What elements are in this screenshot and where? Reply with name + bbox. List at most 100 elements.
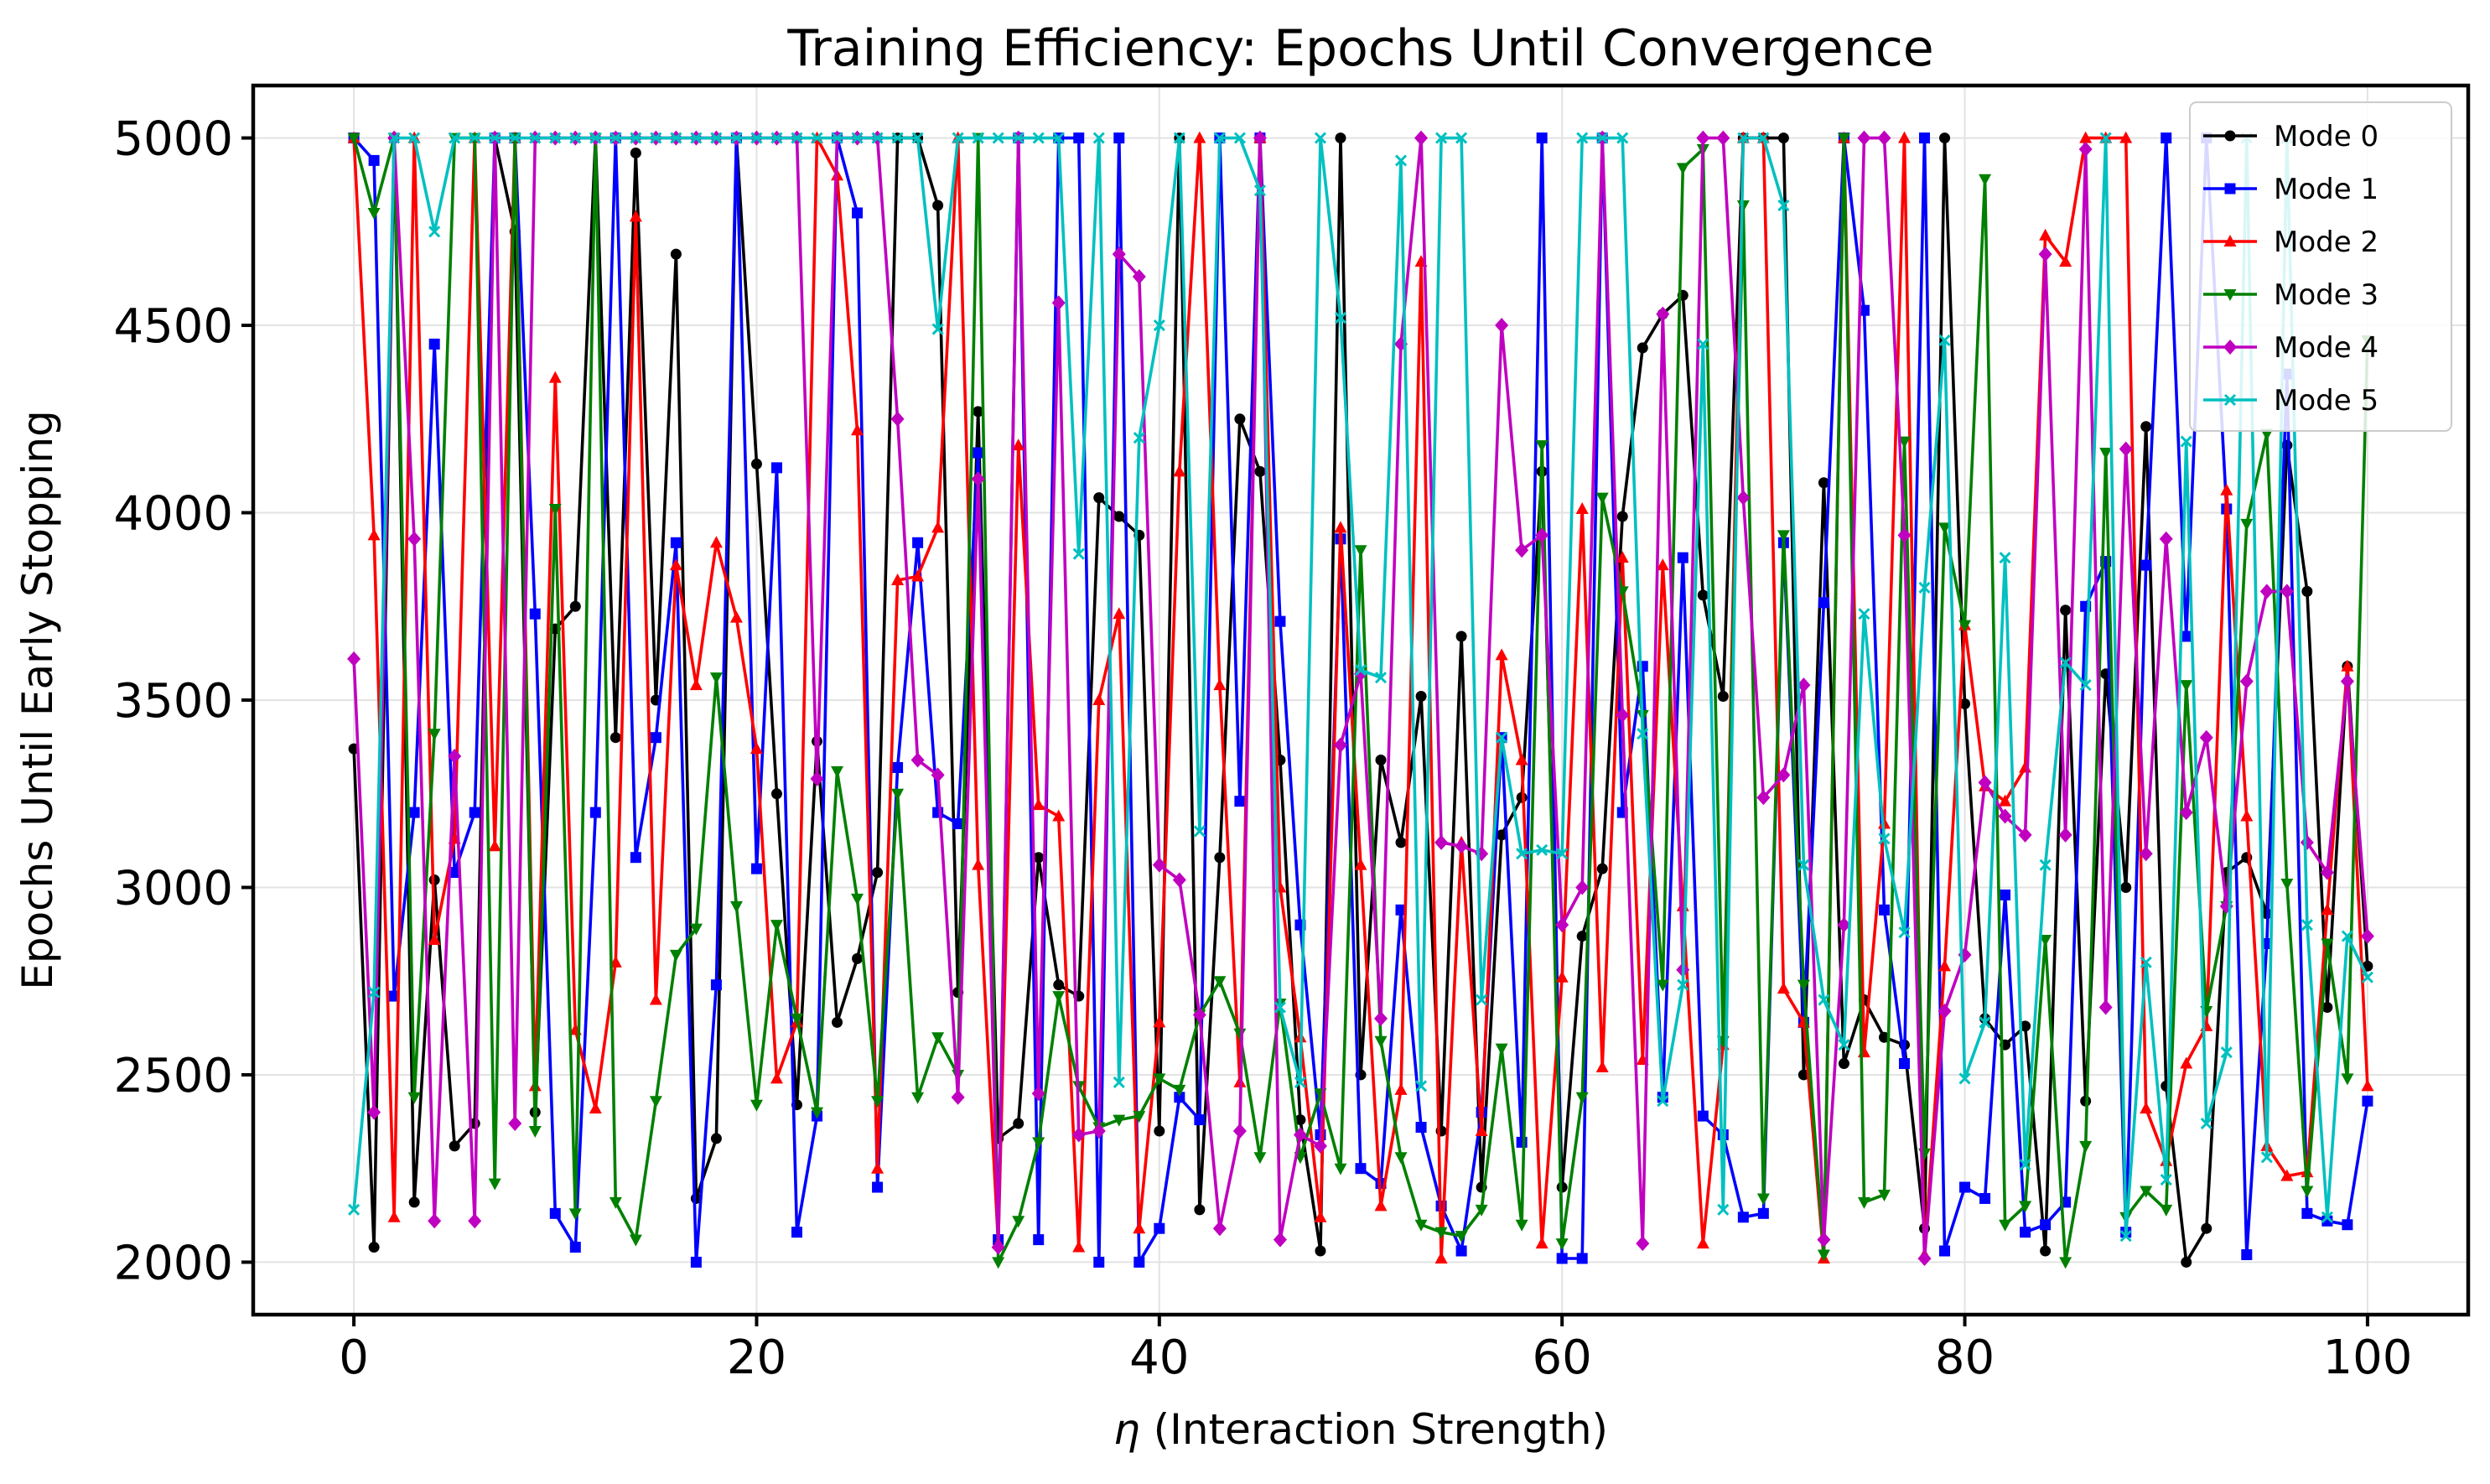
data-point bbox=[2301, 1186, 2314, 1198]
data-point bbox=[2301, 1207, 2313, 1219]
data-point bbox=[1595, 1061, 1609, 1073]
data-point bbox=[1677, 552, 1689, 563]
x-axis-label: η (Interaction Strength) bbox=[1113, 1405, 1608, 1454]
data-point bbox=[2360, 928, 2374, 944]
data-point bbox=[2241, 1248, 2253, 1260]
data-point bbox=[912, 537, 924, 548]
data-point bbox=[1152, 857, 1166, 873]
data-point bbox=[2120, 881, 2132, 893]
data-point bbox=[1313, 1138, 1327, 1154]
data-point bbox=[1837, 917, 1851, 933]
data-point bbox=[1335, 132, 1346, 144]
data-point bbox=[1857, 130, 1871, 146]
legend-marker bbox=[2224, 130, 2236, 142]
data-point bbox=[1172, 872, 1186, 888]
data-point bbox=[1817, 1249, 1830, 1262]
data-point bbox=[1213, 976, 1227, 988]
x-tick-label: 100 bbox=[2322, 1331, 2412, 1385]
data-point bbox=[2361, 971, 2373, 983]
data-point bbox=[1797, 677, 1811, 693]
data-point bbox=[871, 1096, 884, 1108]
data-point bbox=[1194, 1114, 1206, 1126]
data-point bbox=[770, 462, 782, 474]
data-point bbox=[730, 132, 743, 144]
data-point bbox=[690, 132, 703, 144]
data-point bbox=[1355, 1163, 1367, 1175]
data-point bbox=[2020, 1020, 2031, 1032]
legend-marker bbox=[2223, 393, 2237, 407]
data-point bbox=[1897, 131, 1911, 143]
data-point bbox=[1777, 132, 1789, 144]
data-point bbox=[1395, 837, 1407, 848]
data-point bbox=[710, 1133, 722, 1144]
data-point bbox=[448, 749, 462, 765]
data-point bbox=[1979, 174, 1992, 186]
data-point bbox=[1576, 132, 1589, 144]
data-point bbox=[811, 1107, 824, 1119]
data-point bbox=[2239, 673, 2254, 689]
data-point bbox=[1092, 1123, 1106, 1139]
data-point bbox=[548, 371, 562, 383]
x-tick-label: 20 bbox=[727, 1331, 786, 1385]
data-point bbox=[347, 132, 361, 145]
data-point bbox=[1515, 542, 1529, 558]
data-point bbox=[1897, 527, 1912, 543]
data-point bbox=[1113, 132, 1125, 144]
data-point bbox=[1173, 464, 1186, 477]
data-point bbox=[1415, 1122, 1427, 1134]
data-point bbox=[1515, 1219, 1528, 1232]
data-point bbox=[1174, 1092, 1185, 1103]
data-point bbox=[1595, 492, 1609, 505]
data-point bbox=[951, 1089, 965, 1105]
x-axis-label-text: (Interaction Strength) bbox=[1140, 1405, 1608, 1454]
data-point bbox=[1818, 477, 1829, 489]
data-point bbox=[1696, 130, 1710, 146]
data-point bbox=[891, 132, 904, 144]
data-point bbox=[1294, 1076, 1307, 1088]
data-point bbox=[770, 920, 783, 932]
data-point bbox=[992, 1257, 1005, 1269]
data-point bbox=[2199, 729, 2213, 745]
data-point bbox=[387, 1210, 401, 1222]
data-point bbox=[1938, 1003, 1952, 1019]
data-point bbox=[2059, 1257, 2072, 1269]
data-point bbox=[852, 207, 864, 219]
data-point bbox=[1777, 767, 1791, 783]
data-point bbox=[2181, 1256, 2192, 1268]
legend-label: Mode 3 bbox=[2274, 278, 2378, 312]
data-point bbox=[2301, 919, 2313, 931]
data-point bbox=[449, 867, 460, 879]
data-point bbox=[449, 132, 461, 144]
data-point bbox=[2098, 999, 2113, 1015]
data-point bbox=[932, 200, 944, 211]
data-point bbox=[2159, 531, 2173, 547]
data-point bbox=[1394, 154, 1408, 167]
data-point bbox=[2280, 1169, 2294, 1181]
data-point bbox=[407, 1092, 421, 1104]
data-point bbox=[1415, 691, 1427, 703]
data-point bbox=[1496, 829, 1507, 841]
data-point bbox=[408, 807, 420, 818]
data-point bbox=[690, 1256, 702, 1268]
data-point bbox=[367, 207, 381, 220]
data-point bbox=[2038, 246, 2052, 262]
data-point bbox=[1978, 775, 1992, 791]
data-point bbox=[1555, 970, 1569, 983]
data-point bbox=[2301, 585, 2313, 597]
data-point bbox=[1998, 808, 2012, 824]
data-point bbox=[2342, 1219, 2353, 1231]
data-point bbox=[2240, 809, 2254, 822]
data-point bbox=[1596, 132, 1609, 144]
data-point bbox=[2020, 1227, 2031, 1238]
data-point bbox=[1716, 130, 1730, 146]
data-point bbox=[992, 132, 1004, 144]
data-point bbox=[729, 610, 743, 623]
data-point bbox=[791, 1227, 802, 1238]
data-point bbox=[1515, 753, 1528, 765]
data-point bbox=[2040, 1245, 2052, 1257]
data-point bbox=[1033, 1234, 1045, 1246]
data-point bbox=[1878, 833, 1891, 845]
data-point bbox=[1234, 413, 1246, 425]
data-point bbox=[2240, 518, 2254, 531]
